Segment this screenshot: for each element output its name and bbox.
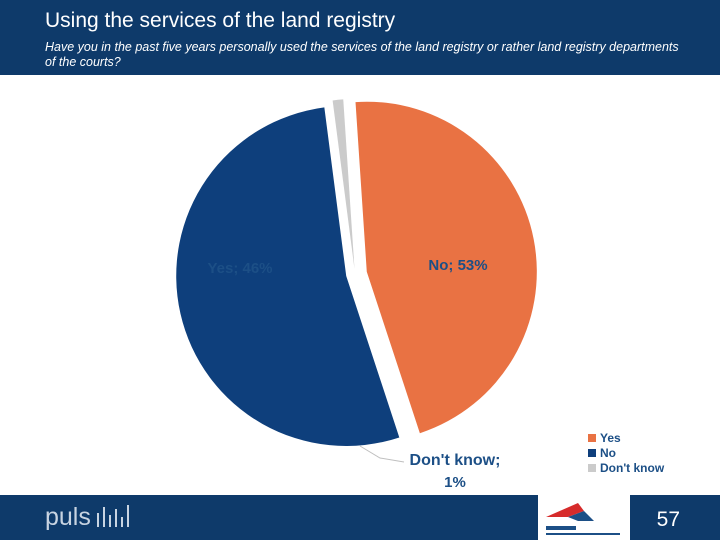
legend-label-yes: Yes <box>600 430 621 445</box>
slide-title: Using the services of the land registry <box>45 9 396 32</box>
page-number: 57 <box>656 508 680 531</box>
brand-text: puls <box>45 503 91 531</box>
title-bar: Using the services of the land registry … <box>0 0 720 75</box>
legend-item-no: No <box>588 445 664 460</box>
legend-item-yes: Yes <box>588 430 664 445</box>
partner-logo <box>538 495 630 540</box>
data-label-no: No; 53% <box>428 257 487 274</box>
pie-chart: Yes; 46% No; 53% Don't know; 1% <box>176 99 537 491</box>
legend-swatch-yes <box>588 433 596 442</box>
pie-slice-don-t-know <box>332 99 355 270</box>
chart-legend: Yes No Don't know <box>588 430 664 475</box>
logo-bars-icon <box>96 505 133 527</box>
leader-line-dont-know <box>359 445 405 463</box>
legend-swatch-dont-know <box>588 463 596 472</box>
puls-logo: puls <box>45 503 133 531</box>
pie-slice-no <box>176 107 400 446</box>
slide-subtitle: Have you in the past five years personal… <box>45 40 679 69</box>
legend-label-dont-know: Don't know <box>600 460 665 475</box>
data-label-don-t-know: Don't know; 1% <box>410 452 501 491</box>
legend-label-no: No <box>600 445 616 460</box>
data-label-yes: Yes; 46% <box>207 260 272 277</box>
pie-slice-yes <box>355 101 537 434</box>
legend-swatch-no <box>588 448 596 457</box>
legend-item-dont-know: Don't know <box>588 460 664 475</box>
